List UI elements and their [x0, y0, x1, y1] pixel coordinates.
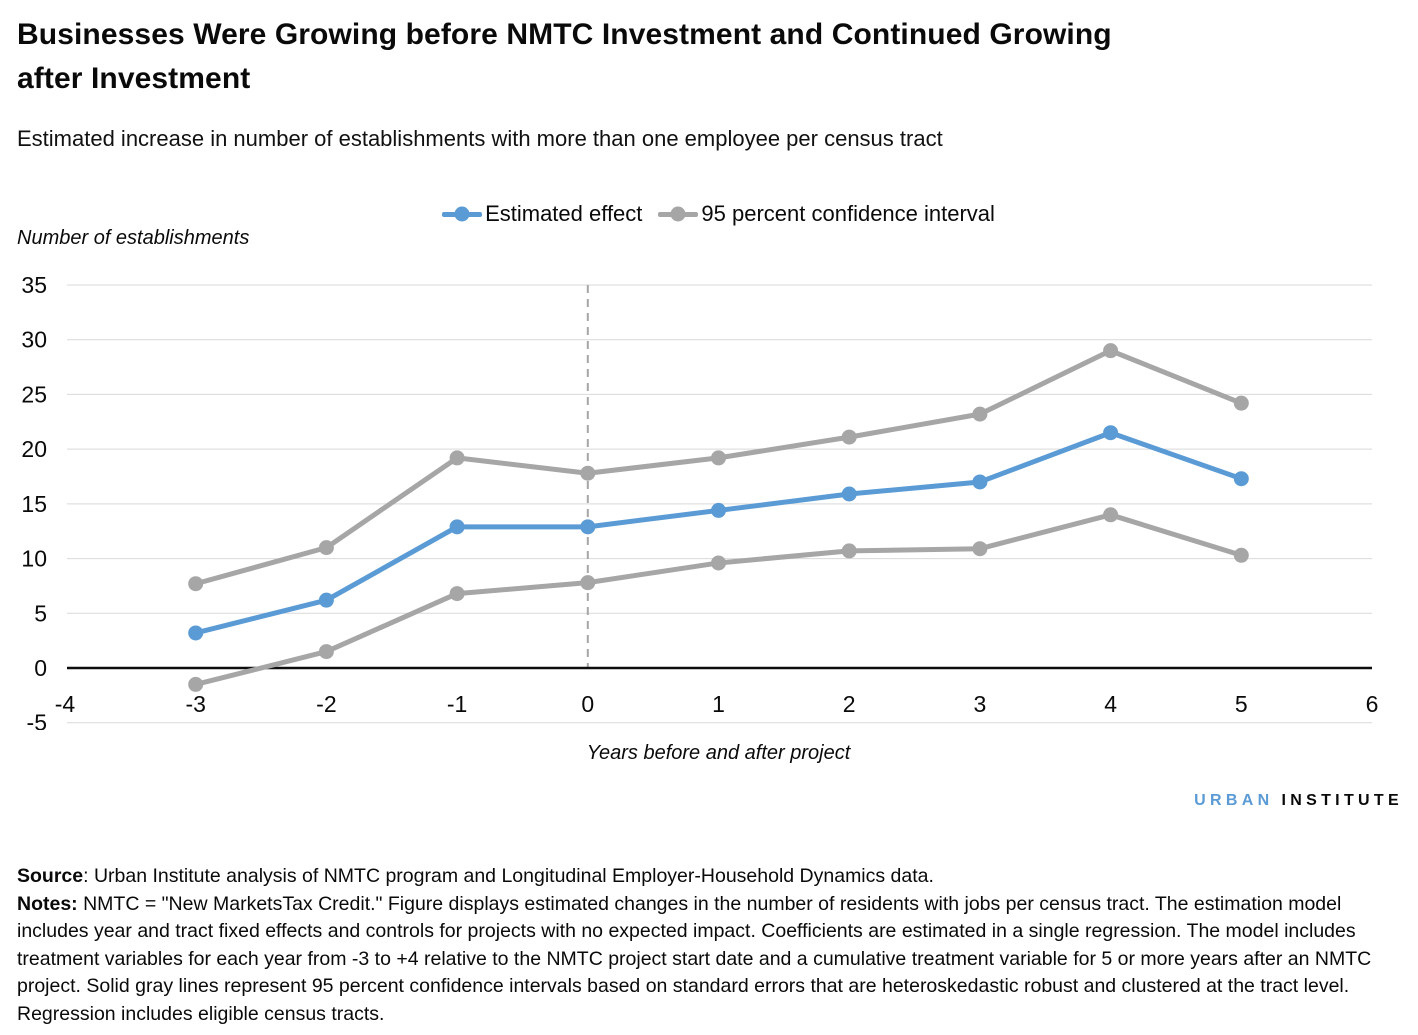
data-point-upper-ci-year-1 [711, 450, 726, 466]
source-label: Source [17, 865, 84, 887]
data-point-estimated-effect-year-5 [1233, 471, 1249, 487]
x-tick-label-2: 2 [843, 691, 856, 717]
legend-item-confidence-interval: 95 percent confidence interval [658, 201, 995, 227]
x-tick-label--3: -3 [185, 691, 205, 717]
chart-title-line1: Businesses Were Growing before NMTC Inve… [17, 18, 1112, 51]
data-point-lower-ci-year-0 [580, 575, 596, 591]
x-tick-label--2: -2 [316, 691, 336, 717]
y-tick-label-35: 35 [21, 272, 47, 298]
data-point-lower-ci-year--3 [188, 676, 204, 692]
line-dot-marker-icon [658, 211, 699, 217]
data-point-upper-ci-year-5 [1233, 395, 1249, 411]
data-point-upper-ci-year-2 [841, 429, 857, 445]
data-point-estimated-effect-year-4 [1103, 425, 1119, 441]
x-tick-label--1: -1 [447, 691, 467, 717]
x-tick-label-0: 0 [581, 691, 594, 717]
notes-text: NMTC = "New MarketsTax Credit." Figure d… [17, 892, 1372, 1025]
data-point-estimated-effect-year-3 [972, 474, 988, 490]
y-tick-label-10: 10 [21, 546, 47, 572]
data-point-estimated-effect-year-2 [841, 486, 857, 502]
data-point-upper-ci-year--2 [318, 540, 334, 556]
chart-title: Businesses Were Growing before NMTC Inve… [17, 13, 1401, 101]
logo-word-urban: URBAN [1194, 792, 1274, 809]
x-tick-label--4: -4 [55, 691, 76, 717]
y-tick-label-5: 5 [34, 600, 47, 626]
y-tick-label-20: 20 [21, 436, 47, 462]
data-point-upper-ci-year-4 [1103, 343, 1119, 359]
legend: Estimated effect 95 percent confidence i… [65, 201, 1372, 227]
logo-word-institute: INSTITUTE [1281, 792, 1403, 809]
notes-label: Notes: [17, 892, 78, 915]
line-chart: 35 30 25 20 15 10 5 0 -5 -4 -3 -2 -1 0 1 2 3 4 5 6 [21, 272, 1379, 730]
chart-subtitle: Estimated increase in number of establis… [17, 126, 943, 151]
series-line-upper-ci [193, 348, 1244, 587]
y-tick-label-30: 30 [21, 327, 47, 353]
legend-label: 95 percent confidence interval [701, 201, 995, 226]
data-point-lower-ci-year-5 [1233, 547, 1249, 563]
y-tick-label--5: -5 [27, 710, 47, 730]
data-point-estimated-effect-year--2 [318, 592, 334, 608]
y-tick-label-25: 25 [21, 381, 47, 407]
urban-institute-logo: URBAN INSTITUTE [1194, 792, 1403, 810]
x-axis-title: Years before and after project [586, 742, 851, 764]
data-point-lower-ci-year-1 [711, 555, 726, 571]
data-point-upper-ci-year-0 [580, 465, 596, 481]
data-point-estimated-effect-year--3 [188, 625, 204, 641]
x-tick-label-1: 1 [712, 691, 725, 717]
y-tick-label-0: 0 [34, 655, 47, 681]
x-tick-label-5: 5 [1235, 691, 1248, 717]
series-line-lower-ci [193, 512, 1244, 687]
y-axis-title: Number of establishments [17, 227, 250, 249]
notes-line: Notes: NMTC = "New MarketsTax Credit." F… [17, 891, 1407, 1029]
x-tick-label-6: 6 [1366, 691, 1379, 717]
y-tick-label-15: 15 [21, 491, 47, 517]
footnotes: Source: Urban Institute analysis of NMTC… [17, 863, 1407, 1028]
data-point-lower-ci-year-4 [1103, 507, 1119, 523]
data-point-upper-ci-year-3 [972, 406, 988, 422]
data-point-lower-ci-year-3 [972, 541, 988, 557]
data-point-lower-ci-year--2 [318, 644, 334, 660]
data-point-estimated-effect-year-0 [580, 519, 596, 535]
x-tick-label-3: 3 [974, 691, 987, 717]
data-point-upper-ci-year--3 [188, 576, 204, 592]
line-dot-marker-icon [442, 211, 483, 217]
chart-title-line2: after Investment [17, 62, 251, 95]
data-point-estimated-effect-year--1 [449, 519, 465, 535]
x-tick-label-4: 4 [1104, 691, 1117, 717]
source-text: : Urban Institute analysis of NMTC progr… [83, 865, 934, 887]
data-point-estimated-effect-year-1 [711, 502, 726, 518]
legend-label: Estimated effect [485, 201, 643, 226]
data-point-upper-ci-year--1 [449, 450, 465, 466]
data-point-lower-ci-year-2 [841, 543, 857, 559]
data-point-lower-ci-year--1 [449, 586, 465, 602]
legend-item-estimated-effect: Estimated effect [442, 201, 642, 227]
source-line: Source: Urban Institute analysis of NMTC… [17, 863, 1407, 891]
